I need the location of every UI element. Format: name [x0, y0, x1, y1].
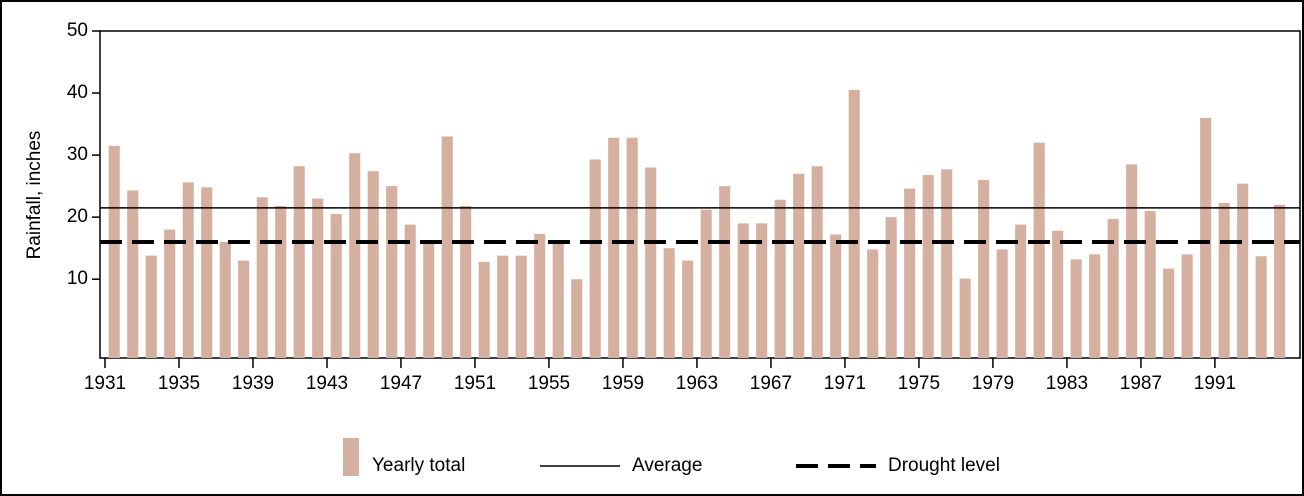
- bar: [1033, 142, 1045, 358]
- bar: [145, 255, 157, 358]
- bar: [515, 255, 527, 358]
- bar: [497, 255, 509, 358]
- bar: [830, 234, 842, 358]
- bar: [552, 241, 564, 358]
- x-tick-label: 1967: [750, 373, 792, 394]
- x-tick-label: 1951: [454, 373, 496, 394]
- bar: [275, 205, 287, 358]
- bar: [571, 279, 583, 358]
- x-tick-label: 1935: [158, 373, 200, 394]
- bar: [312, 198, 324, 358]
- bar: [1218, 202, 1230, 358]
- x-tick-label: 1983: [1046, 373, 1088, 394]
- x-tick-label: 1963: [676, 373, 718, 394]
- legend-swatch: [343, 438, 359, 476]
- bar: [719, 186, 731, 358]
- y-axis-label: Rainfall, inches: [24, 131, 45, 260]
- bar: [793, 173, 805, 358]
- bar: [108, 145, 120, 358]
- x-tick-label: 1991: [1194, 373, 1236, 394]
- legend-label: Drought level: [888, 455, 1000, 476]
- legend-label: Yearly total: [372, 455, 465, 476]
- bar: [238, 260, 250, 358]
- bar: [1107, 219, 1119, 358]
- x-tick-label: 1931: [84, 373, 126, 394]
- bar: [1126, 164, 1138, 358]
- bar: [922, 174, 934, 358]
- bar: [663, 248, 675, 358]
- y-tick-label: 30: [67, 144, 88, 165]
- bar: [201, 187, 213, 358]
- bar: [1015, 224, 1027, 358]
- bar: [645, 167, 657, 358]
- bar: [1070, 259, 1082, 358]
- y-tick-label: 20: [67, 206, 88, 227]
- bar: [1089, 254, 1101, 358]
- bar: [127, 190, 139, 358]
- bar: [256, 197, 268, 358]
- bar: [589, 159, 601, 358]
- bar: [682, 260, 694, 358]
- x-tick-label: 1939: [232, 373, 274, 394]
- bar: [441, 136, 453, 358]
- x-tick-label: 1971: [824, 373, 866, 394]
- bar: [386, 186, 398, 358]
- plot-frame: [99, 30, 1301, 359]
- y-tick-label: 50: [67, 20, 88, 41]
- bar: [774, 199, 786, 358]
- legend-label: Average: [632, 455, 702, 476]
- x-tick-label: 1947: [380, 373, 422, 394]
- x-tick-label: 1943: [306, 373, 348, 394]
- bar: [219, 241, 231, 358]
- bar: [608, 137, 620, 358]
- bar: [996, 249, 1008, 358]
- y-tick-label: 40: [67, 82, 88, 103]
- bar: [885, 217, 897, 358]
- bar: [1181, 254, 1193, 358]
- x-tick-label: 1975: [898, 373, 940, 394]
- bar: [737, 223, 749, 358]
- y-tick-label: 10: [67, 268, 88, 289]
- bar: [1052, 230, 1064, 358]
- bar: [959, 278, 971, 358]
- bar: [349, 153, 361, 358]
- bar: [1255, 256, 1267, 358]
- bar: [700, 209, 712, 358]
- bar: [848, 89, 860, 358]
- x-tick-label: 1959: [602, 373, 644, 394]
- bar: [164, 229, 176, 358]
- bar: [941, 169, 953, 358]
- bar: [756, 223, 768, 358]
- x-tick-label: 1987: [1120, 373, 1162, 394]
- bar: [626, 137, 638, 358]
- bar: [404, 224, 416, 358]
- bar: [1200, 117, 1212, 358]
- bar: [293, 166, 305, 358]
- bar: [904, 188, 916, 358]
- bar: [811, 166, 823, 358]
- bar: [534, 233, 546, 358]
- x-tick-label: 1955: [528, 373, 570, 394]
- bar: [1163, 268, 1175, 358]
- bar: [330, 214, 342, 358]
- bar: [867, 249, 879, 358]
- bar: [1144, 210, 1156, 358]
- x-tick-label: 1979: [972, 373, 1014, 394]
- bar: [478, 261, 490, 358]
- bar: [423, 241, 435, 358]
- bar: [1237, 183, 1249, 358]
- bar: [1274, 204, 1286, 358]
- bar: [460, 205, 472, 358]
- bar: [182, 182, 194, 358]
- bar: [978, 179, 990, 358]
- bar: [367, 171, 379, 358]
